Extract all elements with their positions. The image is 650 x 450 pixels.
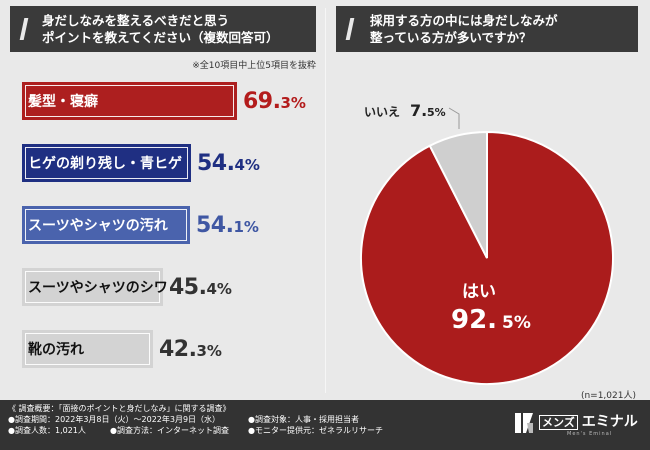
value-decimal: 3% xyxy=(196,342,222,360)
value-decimal: 1% xyxy=(233,218,259,236)
bar: ヒゲの剃り残し・青ヒゲ xyxy=(22,144,191,182)
pie-chart: はい 92. 5% いいえ 7. 5% xyxy=(326,0,650,400)
logo-subtext: Men's Eminal xyxy=(567,431,613,437)
left-title-box: 身だしなみを整えるべきだと思う ポイントを教えてください（複数回答可） xyxy=(10,6,316,52)
bar-label: 靴の汚れ xyxy=(28,342,84,358)
title-accent xyxy=(19,18,29,40)
bar-label: 髪型・寝癖 xyxy=(28,94,98,110)
logo-wordmark: メンズ エミナル xyxy=(539,411,638,431)
survey-footer: 《 調査概要：「面接のポイントと身だしなみ」に関する調査》 ●調査期間：2022… xyxy=(0,400,650,450)
bar: スーツやシャツの汚れ xyxy=(22,206,190,244)
sample-size-note: (n=1,021人) xyxy=(580,391,636,401)
left-title-line1: 身だしなみを整えるべきだと思う xyxy=(42,13,230,28)
bar-value-label: 45. 4% xyxy=(169,268,232,306)
pie-label-yes: はい xyxy=(462,282,496,302)
value-decimal: 4% xyxy=(206,280,232,298)
bar-value-label: 54. 4% xyxy=(197,144,260,182)
bar: 靴の汚れ xyxy=(22,330,153,368)
right-panel: 採用する方の中には身だしなみが 整っている方が多いですか？ はい 92. 5% いいえ… xyxy=(326,0,650,401)
subset-note: ※全10項目中上位5項目を抜粋 xyxy=(192,61,316,71)
value-decimal: 3% xyxy=(280,94,306,112)
pie-value-yes-integer: 92. xyxy=(451,305,497,335)
right-title-line1: 採用する方の中には身だしなみが xyxy=(370,13,558,28)
left-title-line2: ポイントを教えてください（複数回答可） xyxy=(42,30,279,45)
pie-label-no: いいえ xyxy=(364,105,400,119)
right-title-line2: 整っている方が多いですか？ xyxy=(370,30,532,45)
value-decimal: 4% xyxy=(234,156,260,174)
right-title-box: 採用する方の中には身だしなみが 整っている方が多いですか？ xyxy=(336,6,638,52)
footer-heading: 《 調査概要：「面接のポイントと身だしなみ」に関する調査》 xyxy=(8,404,231,413)
bar-value-label: 69. 3% xyxy=(243,82,306,120)
value-integer: 54. xyxy=(196,213,234,238)
footer-target: ●調査対象：人事・採用担当者 xyxy=(248,415,359,424)
left-panel: 身だしなみを整えるべきだと思う ポイントを教えてください（複数回答可） ※全10… xyxy=(0,0,326,400)
bar-label: スーツやシャツのシワ xyxy=(28,280,168,296)
footer-count: ●調査人数：1,021人 xyxy=(8,426,86,435)
pie-value-no-decimal: 5% xyxy=(427,106,446,119)
value-integer: 54. xyxy=(197,151,235,176)
pie-value-no-integer: 7. xyxy=(410,101,427,120)
value-integer: 45. xyxy=(169,275,207,300)
brand-logo: メンズ エミナル Men's Eminal xyxy=(513,407,643,441)
bar-value-label: 42. 3% xyxy=(159,330,222,368)
bar-label: ヒゲの剃り残し・青ヒゲ xyxy=(28,156,182,172)
logo-mark-icon xyxy=(515,413,533,433)
footer-period: ●調査期間：2022年3月8日（火）〜2022年3月9日（水） xyxy=(8,415,221,424)
pie-value-yes-decimal: 5% xyxy=(502,313,531,333)
value-integer: 42. xyxy=(159,337,197,362)
footer-provider: ●モニター提供元：ゼネラルリサーチ xyxy=(248,426,383,435)
footer-method: ●調査方法：インターネット調査 xyxy=(110,426,229,435)
leader-line xyxy=(448,107,460,129)
value-integer: 69. xyxy=(243,89,281,114)
pie-slice xyxy=(428,130,488,259)
bar: スーツやシャツのシワ xyxy=(22,268,168,306)
bar-label: スーツやシャツの汚れ xyxy=(28,218,168,234)
logo-name: エミナル xyxy=(581,414,638,430)
bar: 髪型・寝癖 xyxy=(22,82,237,120)
bar-value-label: 54. 1% xyxy=(196,206,259,244)
divider xyxy=(325,8,326,393)
logo-prefix: メンズ xyxy=(539,415,578,430)
